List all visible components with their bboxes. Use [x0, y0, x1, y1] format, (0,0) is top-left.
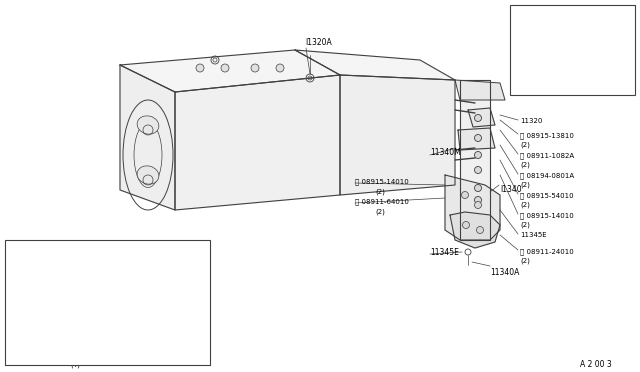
Text: (2): (2) [520, 141, 530, 148]
Circle shape [474, 196, 481, 203]
Polygon shape [460, 80, 490, 240]
Text: 11320: 11320 [520, 118, 542, 124]
Circle shape [477, 227, 483, 234]
Text: Ⓑ 08124-0551E: Ⓑ 08124-0551E [48, 355, 101, 362]
Text: (4): (4) [70, 362, 80, 369]
Bar [5, 240, 210, 365]
Text: 11340: 11340 [8, 355, 30, 361]
Circle shape [251, 64, 259, 72]
Text: ATM UP JUN.'82: ATM UP JUN.'82 [518, 10, 576, 19]
Text: ⓝ 08911-24010: ⓝ 08911-24010 [520, 248, 573, 254]
Text: 11340A: 11340A [490, 268, 520, 277]
Text: 11340M: 11340M [430, 148, 461, 157]
Text: ⓝ 08915-14010: ⓝ 08915-14010 [520, 212, 573, 219]
Text: I1340: I1340 [500, 185, 522, 194]
Text: (2): (2) [375, 188, 385, 195]
Text: ⓕ 08915-14010: ⓕ 08915-14010 [355, 178, 409, 185]
Circle shape [221, 64, 229, 72]
Circle shape [276, 64, 284, 72]
Polygon shape [455, 80, 505, 100]
Polygon shape [75, 265, 128, 345]
Circle shape [196, 64, 204, 72]
Polygon shape [458, 128, 495, 150]
Text: 11345E: 11345E [520, 232, 547, 238]
Polygon shape [340, 75, 455, 195]
Text: (2): (2) [520, 201, 530, 208]
Text: (2): (2) [520, 221, 530, 228]
Bar [510, 5, 635, 95]
Text: ⓝ 08911-64010: ⓝ 08911-64010 [355, 198, 409, 205]
Text: ⓝ 08911-1082A: ⓝ 08911-1082A [520, 152, 574, 158]
Circle shape [474, 202, 481, 208]
Polygon shape [520, 28, 595, 85]
Polygon shape [12, 272, 80, 352]
Polygon shape [468, 108, 495, 127]
Circle shape [474, 115, 481, 122]
Circle shape [463, 221, 470, 228]
Text: (2): (2) [520, 161, 530, 167]
Polygon shape [120, 65, 175, 210]
Polygon shape [120, 50, 340, 92]
Circle shape [474, 185, 481, 192]
Text: ATM FROM JUL.'82: ATM FROM JUL.'82 [8, 243, 77, 252]
Text: 11340: 11340 [558, 22, 582, 31]
Circle shape [474, 151, 481, 158]
Ellipse shape [137, 166, 159, 184]
Ellipse shape [137, 116, 159, 134]
Text: Ⓑ 08194-0801A: Ⓑ 08194-0801A [520, 172, 574, 179]
Text: I1320A: I1320A [305, 38, 332, 47]
Text: 11321: 11321 [60, 255, 83, 261]
Text: 11345E: 11345E [430, 248, 459, 257]
Polygon shape [295, 50, 455, 80]
Text: (2): (2) [375, 208, 385, 215]
Text: ⓕ 08915-13810: ⓕ 08915-13810 [520, 132, 574, 139]
Text: (2): (2) [520, 181, 530, 187]
Text: A 2 00 3: A 2 00 3 [580, 360, 612, 369]
Text: ⓕ 08915-54010: ⓕ 08915-54010 [520, 192, 573, 199]
Text: 11320M: 11320M [15, 255, 44, 261]
Polygon shape [450, 212, 500, 248]
Polygon shape [175, 75, 340, 210]
Circle shape [474, 167, 481, 173]
Text: (2): (2) [520, 257, 530, 263]
Circle shape [461, 192, 468, 199]
Circle shape [474, 135, 481, 141]
Polygon shape [445, 175, 500, 240]
